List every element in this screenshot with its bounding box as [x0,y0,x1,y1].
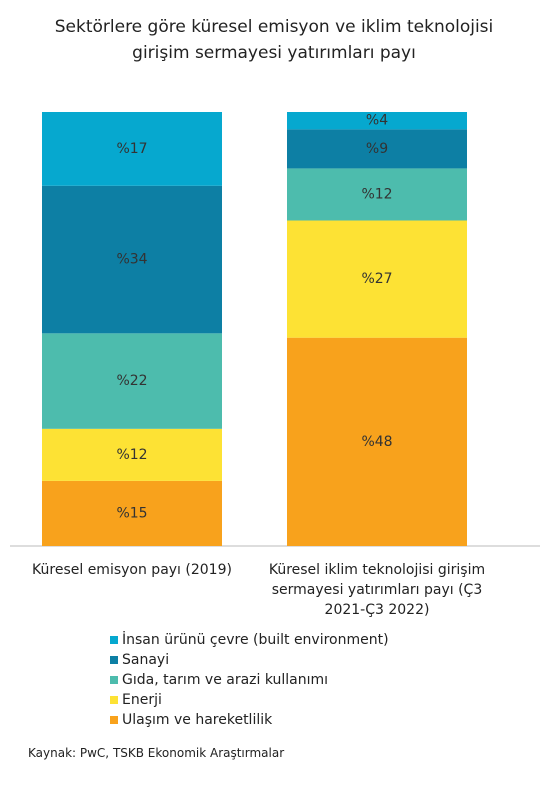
legend-item: Enerji [110,690,389,710]
legend-item: Ulaşım ve hareketlilik [110,710,389,730]
legend-swatch [110,696,118,704]
bar-segment [287,129,467,169]
bar-segment [287,112,467,130]
value-label: %34 [116,252,147,268]
bar-segment [42,428,222,481]
legend-label: Enerji [122,692,162,708]
bar-segment [42,480,222,546]
bar-segment [42,185,222,334]
legend-swatch [110,656,118,664]
value-label: %15 [116,505,147,521]
legend: İnsan ürünü çevre (built environment) San… [110,630,389,730]
legend-item: Gıda, tarım ve arazi kullanımı [110,670,389,690]
bar-segment [42,112,222,186]
bar-segment [42,333,222,429]
legend-label: İnsan ürünü çevre (built environment) [122,632,389,648]
legend-label: Ulaşım ve hareketlilik [122,712,273,728]
legend-swatch [110,716,118,724]
value-label: %17 [116,141,147,157]
value-label: %4 [366,113,388,129]
legend-swatch [110,676,118,684]
legend-item: Sanayi [110,650,389,670]
value-label: %27 [361,271,392,287]
value-label: %12 [116,447,147,463]
value-label: %22 [116,373,147,389]
value-label: %48 [361,434,392,450]
bar-segment [287,220,467,338]
legend-item: İnsan ürünü çevre (built environment) [110,630,389,650]
value-label: %9 [366,141,388,157]
bar-segment [287,168,467,221]
source: Kaynak: PwC, TSKB Ekonomik Araştırmalar [28,746,285,760]
bar-segment [287,337,467,546]
value-label: %12 [361,186,392,202]
legend-label: Gıda, tarım ve arazi kullanımı [122,672,329,688]
category-label: Küresel iklim teknolojisi girişim sermay… [268,562,486,618]
category-label: Küresel emisyon payı (2019) [32,562,232,578]
chart-title: Sektörlere göre küresel emisyon ve iklim… [54,17,494,63]
legend-label: Sanayi [122,652,170,668]
legend-swatch [110,636,118,644]
